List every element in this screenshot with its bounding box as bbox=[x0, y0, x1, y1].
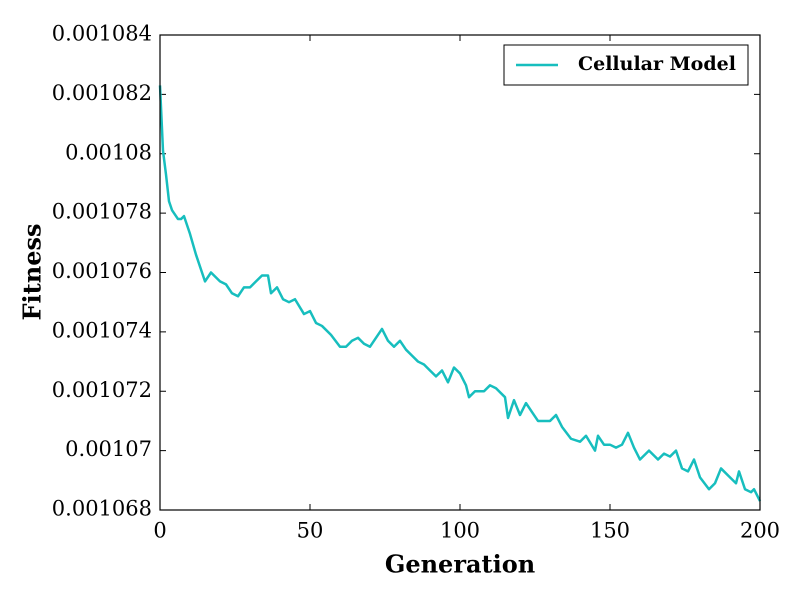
x-tick-label: 50 bbox=[297, 519, 324, 543]
legend-label: Cellular Model bbox=[578, 53, 736, 75]
x-axis-label: Generation bbox=[385, 550, 535, 579]
y-tick-label: 0.00108 bbox=[65, 140, 152, 164]
y-tick-label: 0.001068 bbox=[52, 497, 152, 521]
y-tick-label: 0.001078 bbox=[52, 200, 152, 224]
x-tick-label: 100 bbox=[440, 519, 480, 543]
y-tick-label: 0.001082 bbox=[52, 81, 152, 105]
y-tick-label: 0.001074 bbox=[52, 318, 152, 342]
y-tick-label: 0.00107 bbox=[65, 437, 152, 461]
x-tick-label: 0 bbox=[153, 519, 166, 543]
y-tick-label: 0.001084 bbox=[52, 22, 152, 46]
y-tick-label: 0.001076 bbox=[52, 259, 152, 283]
x-tick-label: 200 bbox=[740, 519, 780, 543]
data-line bbox=[158, 85, 762, 502]
plot-frame bbox=[159, 34, 761, 511]
y-tick-label: 0.001072 bbox=[52, 378, 152, 402]
y-axis-label: Fitness bbox=[18, 224, 47, 321]
x-tick-label: 150 bbox=[590, 519, 630, 543]
